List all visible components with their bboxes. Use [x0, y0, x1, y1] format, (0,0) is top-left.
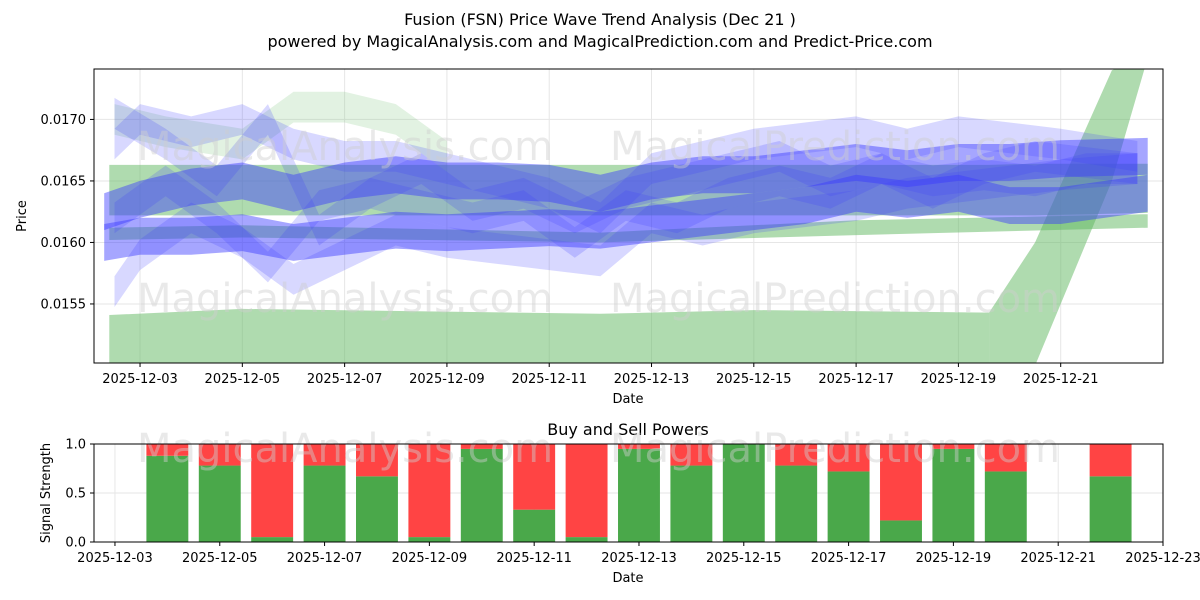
power-x-tick-label: 2025-12-17: [811, 551, 887, 566]
wave-ribbon-4: [114, 153, 1138, 307]
sell-bar-2025-12-07: [303, 444, 346, 466]
green-band-4: [989, 69, 1145, 363]
price-x-tick-label: 2025-12-03: [102, 372, 178, 387]
sell-bar-2025-12-18: [880, 444, 922, 521]
buy-bar-2025-12-22: [1089, 476, 1132, 542]
buy-bar-2025-12-07: [303, 465, 346, 542]
power-x-tick-label: 2025-12-03: [77, 551, 153, 566]
price-x-tick-label: 2025-12-17: [818, 372, 894, 387]
green-band-1: [109, 163, 1148, 216]
price-x-tick-label: 2025-12-19: [921, 372, 997, 387]
buy-bar-2025-12-04: [146, 455, 189, 542]
price-x-tick-label: 2025-12-09: [409, 372, 485, 387]
price-x-label: Date: [612, 392, 643, 407]
green-band-2: [109, 214, 1148, 243]
power-x-tick-label: 2025-12-21: [1020, 551, 1096, 566]
sell-bar-2025-12-12: [565, 444, 608, 538]
sell-bar-2025-12-13: [618, 444, 660, 449]
power-axes: 2025-12-03 2025-12-05 2025-12-07 2025-12-09…: [65, 438, 1200, 567]
price-x-tick-label: 2025-12-11: [511, 372, 587, 387]
watermark-analysis-mid: MagicalAnalysis.com: [137, 276, 553, 322]
wave-ribbon-2: [104, 174, 1148, 261]
power-x-tick-label: 2025-12-23: [1125, 551, 1200, 566]
buy-bar-2025-12-18: [880, 520, 922, 542]
price-y-tick-label: 0.0155: [41, 297, 87, 312]
buy-bar-2025-12-09: [408, 537, 451, 542]
power-y-tick-label: 0.5: [65, 487, 86, 502]
buy-bar-2025-12-10: [460, 448, 503, 542]
green-band-3: [109, 308, 990, 363]
price-x-tick-label: 2025-12-07: [307, 372, 383, 387]
buy-bar-2025-12-20: [984, 471, 1027, 542]
power-x-tick-label: 2025-12-09: [392, 551, 468, 566]
buy-bar-2025-12-17: [827, 471, 870, 542]
price-y-tick-label: 0.0170: [41, 113, 87, 128]
sell-bar-2025-12-16: [775, 444, 818, 466]
chart-subtitle: powered by MagicalAnalysis.com and Magic…: [267, 32, 932, 51]
watermark-analysis-bottom: MagicalAnalysis.com: [137, 426, 553, 472]
buy-bar-2025-12-12: [565, 537, 608, 542]
buy-bar-2025-12-11: [513, 509, 556, 542]
price-y-label: Price: [15, 200, 30, 232]
price-watermarks: MagicalAnalysis.com MagicalPrediction.co…: [137, 124, 1060, 322]
sell-bar-2025-12-08: [356, 444, 398, 477]
power-y-label: Signal Strength: [39, 443, 54, 543]
power-x-tick-label: 2025-12-15: [706, 551, 782, 566]
price-y-tick-label: 0.0165: [41, 174, 87, 189]
buy-bar-2025-12-15: [722, 444, 765, 542]
power-x-tick-label: 2025-12-19: [916, 551, 992, 566]
sell-bar-2025-12-10: [460, 444, 503, 449]
power-x-tick-label: 2025-12-13: [601, 551, 677, 566]
chart-title: Fusion (FSN) Price Wave Trend Analysis (…: [404, 10, 796, 29]
buy-bar-2025-12-19: [932, 448, 975, 542]
price-x-tick-label: 2025-12-15: [716, 372, 792, 387]
sell-bar-2025-12-09: [408, 444, 451, 538]
sell-bar-2025-12-05: [198, 444, 241, 466]
power-y-tick-label: 0.0: [65, 536, 86, 551]
buy-bar-2025-12-16: [775, 465, 818, 542]
sell-bar-2025-12-14: [670, 444, 713, 466]
sell-bar-2025-12-11: [513, 444, 556, 510]
wave-ribbon-6: [114, 153, 1138, 283]
buy-bar-2025-12-06: [251, 537, 294, 542]
buy-bar-2025-12-08: [356, 476, 398, 542]
price-y-tick-label: 0.0160: [41, 236, 87, 251]
sell-bar-2025-12-17: [827, 444, 870, 472]
watermark-prediction-mid: MagicalPrediction.com: [610, 276, 1060, 322]
sell-bar-2025-12-04: [146, 444, 189, 456]
sell-bar-2025-12-19: [932, 444, 975, 449]
watermark-prediction-bottom: MagicalPrediction.com: [610, 426, 1060, 472]
power-x-tick-label: 2025-12-07: [287, 551, 363, 566]
sell-bar-2025-12-06: [251, 444, 294, 538]
power-y-tick-label: 1.0: [65, 438, 86, 453]
wave-ribbon-1: [104, 137, 1148, 231]
sell-bar-2025-12-20: [984, 444, 1027, 472]
power-x-label: Date: [612, 571, 643, 586]
price-plot-frame: [93, 68, 1164, 364]
power-x-tick-label: 2025-12-05: [182, 551, 258, 566]
power-watermarks: MagicalAnalysis.com MagicalPrediction.co…: [137, 426, 1060, 472]
price-x-tick-label: 2025-12-05: [205, 372, 281, 387]
buy-bar-2025-12-14: [670, 465, 713, 542]
price-x-tick-label: 2025-12-21: [1023, 372, 1099, 387]
power-x-tick-label: 2025-12-11: [496, 551, 572, 566]
watermark-prediction-top: MagicalPrediction.com: [610, 124, 1060, 170]
buy-bar-2025-12-05: [198, 465, 241, 542]
bar-chart-title: Buy and Sell Powers: [547, 420, 709, 439]
price-x-tick-label: 2025-12-13: [614, 372, 690, 387]
wave-ribbon-3: [114, 104, 1138, 234]
green-haze-ribbon: [114, 91, 447, 172]
price-axes: 2025-12-03 2025-12-05 2025-12-07 2025-12-09…: [41, 113, 1099, 387]
sell-bar-2025-12-22: [1089, 444, 1132, 477]
price-plot-area: [104, 69, 1148, 363]
power-plot-area: [146, 444, 1132, 542]
watermark-analysis-top: MagicalAnalysis.com: [137, 124, 553, 170]
buy-bar-2025-12-13: [618, 448, 660, 542]
